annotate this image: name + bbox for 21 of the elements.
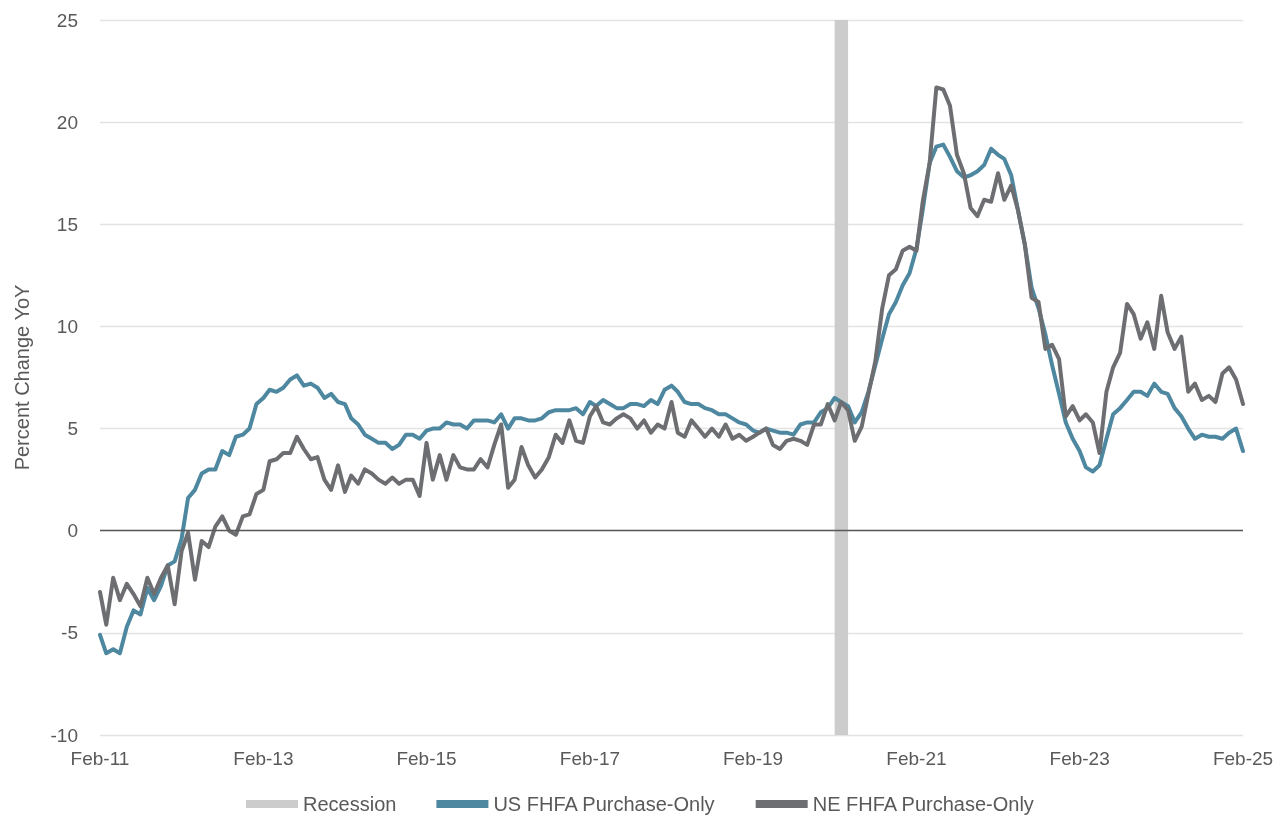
x-tick-label: Feb-17	[559, 748, 621, 769]
y-tick-label: 15	[56, 213, 78, 235]
y-axis-title: Percent Change YoY	[11, 284, 33, 471]
x-tick-label: Feb-11	[70, 748, 130, 769]
y-tick-label: 25	[56, 9, 78, 31]
y-tick-label: -5	[61, 622, 78, 644]
legend-label: US FHFA Purchase-Only	[493, 793, 715, 815]
x-tick-label: Feb-13	[233, 748, 294, 769]
legend-label: NE FHFA Purchase-Only	[812, 793, 1034, 815]
legend-label: Recession	[303, 793, 397, 815]
x-tick-label: Feb-15	[396, 748, 457, 769]
y-tick-label: 20	[56, 111, 78, 133]
x-tick-label: Feb-23	[1049, 748, 1110, 769]
y-tick-label: 10	[56, 315, 78, 337]
y-tick-label: 0	[67, 520, 78, 542]
x-tick-label: Feb-21	[886, 748, 947, 769]
x-tick-label: Feb-25	[1212, 748, 1274, 769]
y-tick-label: 5	[67, 418, 78, 440]
x-tick-label: Feb-19	[722, 748, 784, 769]
line-series	[98, 85, 1245, 627]
y-tick-label: -10	[50, 724, 78, 746]
